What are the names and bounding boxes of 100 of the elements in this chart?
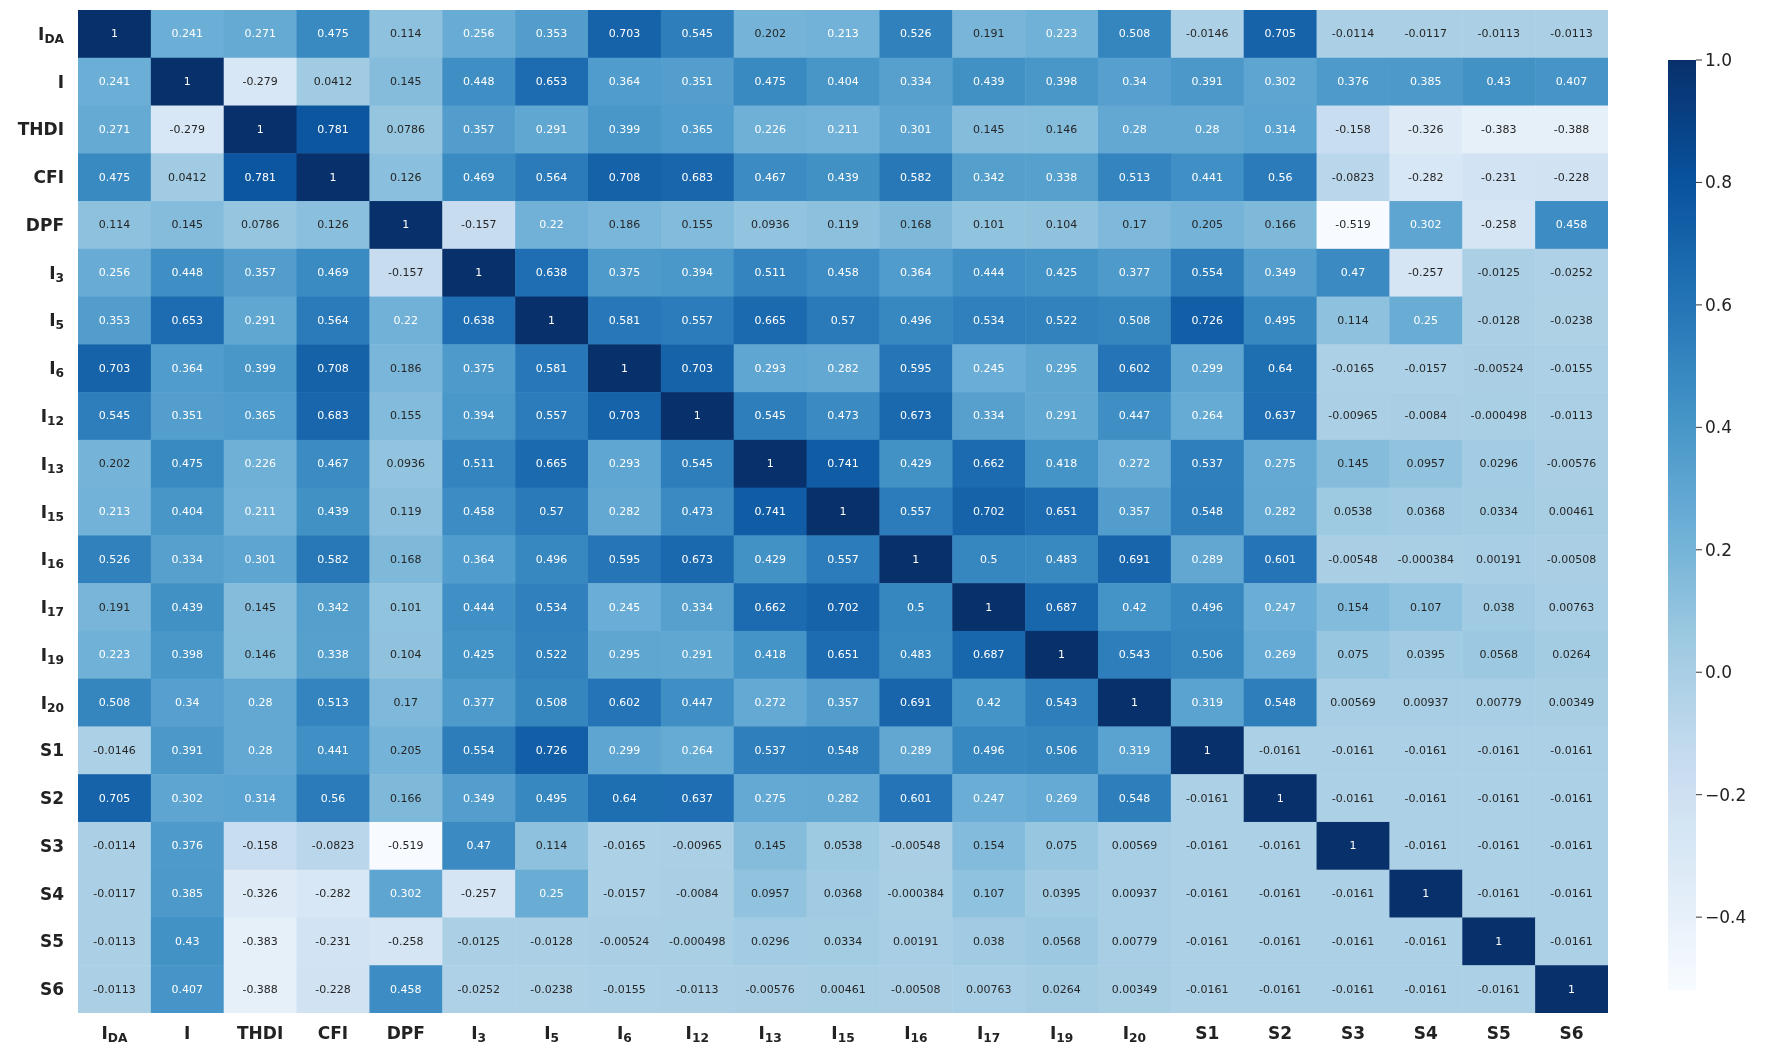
data-label: 0.702 xyxy=(972,505,1005,518)
data-label: -0.0161 xyxy=(1186,982,1229,996)
data-label: 0.205 xyxy=(1191,218,1224,232)
data-label: 0.205 xyxy=(390,743,422,757)
data-label: 0.377 xyxy=(462,696,495,710)
data-label: 0.665 xyxy=(535,457,568,471)
x-tick-label: S3 xyxy=(1340,1023,1366,1043)
data-label: 0.301 xyxy=(900,122,932,136)
data-label: 0.34 xyxy=(175,696,200,710)
data-label: 0.282 xyxy=(827,791,859,805)
data-label: 0.114 xyxy=(1337,313,1369,327)
y-tick-label: S1 xyxy=(39,740,64,761)
y-tick-label: S6 xyxy=(39,979,64,1000)
data-label: 0.398 xyxy=(1045,75,1078,89)
data-label: 0.168 xyxy=(390,552,422,566)
data-label: 0.319 xyxy=(1191,696,1224,710)
data-label: 1 xyxy=(329,170,337,184)
data-label: 0.291 xyxy=(681,648,714,662)
data-label: 0.43 xyxy=(175,934,200,948)
data-label: -0.00965 xyxy=(1328,409,1378,423)
data-label: -0.0823 xyxy=(1331,170,1375,184)
data-label: 0.342 xyxy=(972,170,1005,184)
data-label: 0.241 xyxy=(171,27,204,41)
data-label: 0.375 xyxy=(462,361,495,375)
data-label: 0.334 xyxy=(900,75,932,89)
data-label: 0.441 xyxy=(1191,170,1224,184)
data-label: 1 xyxy=(1349,839,1357,853)
data-label: 0.349 xyxy=(1264,266,1296,280)
data-label: 0.5 xyxy=(979,552,998,566)
data-label: 0.602 xyxy=(1118,361,1151,375)
data-label: 0.293 xyxy=(754,361,786,375)
data-label: 0.291 xyxy=(1045,409,1078,423)
data-label: 1 xyxy=(1203,743,1211,757)
data-label: 0.00937 xyxy=(1111,887,1158,901)
data-label: 0.781 xyxy=(244,170,276,184)
data-label: -0.0161 xyxy=(1186,934,1229,948)
data-label: -0.0161 xyxy=(1258,934,1302,948)
color-bar-label: −0.4 xyxy=(1705,907,1747,928)
data-label: 0.295 xyxy=(1045,361,1078,375)
data-label: 0.703 xyxy=(608,27,641,41)
data-label: -0.157 xyxy=(460,218,497,232)
data-label: 0.687 xyxy=(1045,600,1078,614)
x-tick-label: I$_{20}$ xyxy=(1122,1023,1147,1045)
data-label: 0.385 xyxy=(171,887,204,901)
data-label: -0.519 xyxy=(388,839,424,853)
data-label: 0.42 xyxy=(1122,600,1147,614)
data-label: 0.00569 xyxy=(1330,696,1376,710)
data-label: 0.0786 xyxy=(386,122,426,136)
data-label: 0.314 xyxy=(244,791,276,805)
data-label: 0.0264 xyxy=(1042,982,1081,996)
data-label: 0.537 xyxy=(754,743,786,757)
data-label: -0.0113 xyxy=(93,934,136,948)
data-label: 0.581 xyxy=(535,361,568,375)
data-label: 1 xyxy=(985,600,993,614)
data-label: -0.0161 xyxy=(1550,887,1593,901)
data-label: 0.439 xyxy=(317,505,349,518)
data-label: 0.291 xyxy=(244,313,276,327)
data-label: -0.258 xyxy=(388,934,424,948)
data-label: -0.157 xyxy=(388,266,424,280)
data-label: 0.469 xyxy=(317,266,349,280)
data-label: 0.448 xyxy=(462,75,495,89)
data-label: 0.0412 xyxy=(168,170,207,184)
data-label: 0.702 xyxy=(827,600,859,614)
data-label: 0.582 xyxy=(317,552,349,566)
data-label: 0.726 xyxy=(535,743,568,757)
y-tick-label: S4 xyxy=(39,883,65,904)
data-label: 0.271 xyxy=(244,27,276,41)
x-tick-label: THDI xyxy=(237,1023,284,1043)
data-label: 0.302 xyxy=(390,887,422,901)
data-label: 0.651 xyxy=(1045,505,1078,518)
data-label: 0.351 xyxy=(681,75,714,89)
data-label: -0.0238 xyxy=(1550,313,1593,327)
data-label: 0.264 xyxy=(1191,409,1224,423)
data-label: 0.364 xyxy=(171,361,204,375)
data-label: 0.545 xyxy=(681,27,714,41)
data-label: 0.399 xyxy=(244,361,276,375)
data-label: 0.34 xyxy=(1122,75,1147,89)
data-label: 0.42 xyxy=(976,696,1001,710)
data-label: 0.353 xyxy=(535,27,568,41)
data-label: 0.282 xyxy=(827,361,859,375)
data-label: -0.0161 xyxy=(1550,934,1593,948)
data-label: 0.473 xyxy=(681,505,714,518)
data-label: 0.637 xyxy=(1264,409,1296,423)
data-label: 0.513 xyxy=(1118,170,1151,184)
x-tick-label: S1 xyxy=(1195,1023,1220,1043)
data-label: -0.0161 xyxy=(1404,743,1448,757)
data-label: -0.0161 xyxy=(1186,887,1229,901)
data-label: 0.595 xyxy=(900,361,932,375)
data-label: -0.0117 xyxy=(93,887,136,901)
data-label: 0.534 xyxy=(535,600,568,614)
data-label: 0.351 xyxy=(171,409,204,423)
data-label: 0.28 xyxy=(247,696,273,710)
data-label: 0.47 xyxy=(1340,266,1366,280)
data-label: 0.272 xyxy=(1118,457,1151,471)
data-label: 0.114 xyxy=(98,218,131,232)
data-label: -0.00508 xyxy=(1546,552,1597,566)
x-tick-label: I$_{3}$ xyxy=(471,1023,487,1045)
data-label: 0.475 xyxy=(754,75,786,89)
data-label: 0.0368 xyxy=(1406,505,1446,518)
data-label: 0.56 xyxy=(1267,170,1293,184)
